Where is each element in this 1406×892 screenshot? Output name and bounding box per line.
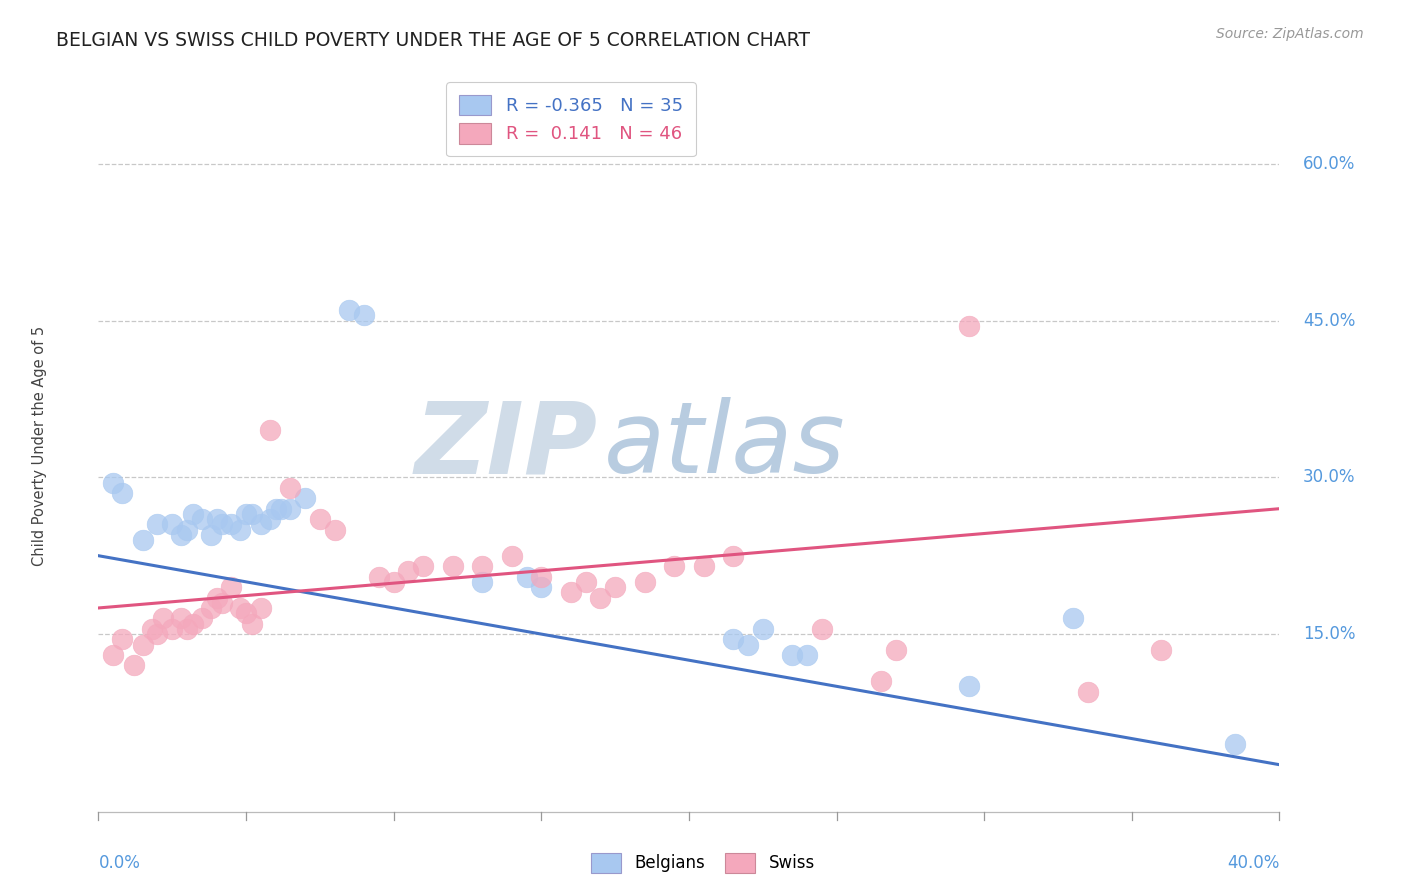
Point [353,309,375,323]
Point [959,679,981,693]
Point [146,627,169,641]
Point [782,648,804,662]
Point [471,559,494,574]
Point [205,591,228,605]
Point [441,559,464,574]
Point [229,601,252,615]
Text: BELGIAN VS SWISS CHILD POVERTY UNDER THE AGE OF 5 CORRELATION CHART: BELGIAN VS SWISS CHILD POVERTY UNDER THE… [56,31,810,50]
Point [959,318,981,333]
Point [1223,737,1246,751]
Point [664,559,686,574]
Point [235,507,257,521]
Point [294,491,316,506]
Point [132,638,155,652]
Point [270,501,292,516]
Text: ZIP: ZIP [415,398,598,494]
Point [103,648,125,662]
Point [181,616,204,631]
Point [103,475,125,490]
Point [605,580,627,594]
Point [152,611,174,625]
Point [240,507,263,521]
Point [1150,642,1173,657]
Point [146,517,169,532]
Text: 40.0%: 40.0% [1227,854,1279,871]
Text: Source: ZipAtlas.com: Source: ZipAtlas.com [1216,27,1364,41]
Point [396,565,419,579]
Point [323,523,346,537]
Point [240,616,263,631]
Point [200,601,222,615]
Point [1077,684,1099,698]
Legend: Belgians, Swiss: Belgians, Swiss [585,847,821,880]
Point [176,523,198,537]
Point [737,638,759,652]
Point [574,574,596,589]
Text: 15.0%: 15.0% [1303,625,1355,643]
Point [589,591,612,605]
Point [869,674,891,689]
Point [693,559,716,574]
Text: Child Poverty Under the Age of 5: Child Poverty Under the Age of 5 [32,326,46,566]
Point [181,507,204,521]
Point [337,303,360,318]
Point [633,574,655,589]
Point [205,512,228,526]
Point [721,549,744,563]
Text: atlas: atlas [605,398,846,494]
Point [1062,611,1084,625]
Point [259,512,281,526]
Point [235,606,257,620]
Point [211,517,233,532]
Point [219,517,242,532]
Point [211,596,233,610]
Point [264,501,287,516]
Point [162,517,183,532]
Text: 45.0%: 45.0% [1303,311,1355,330]
Point [309,512,332,526]
Point [141,622,163,636]
Point [111,632,134,647]
Point [250,601,273,615]
Point [250,517,273,532]
Point [176,622,198,636]
Point [170,611,193,625]
Point [170,528,193,542]
Point [530,580,553,594]
Point [382,574,405,589]
Point [162,622,183,636]
Point [368,569,391,583]
Point [259,423,281,437]
Point [884,642,907,657]
Text: 0.0%: 0.0% [98,854,141,871]
Point [219,580,242,594]
Text: 30.0%: 30.0% [1303,468,1355,486]
Point [278,501,302,516]
Point [412,559,434,574]
Point [229,523,252,537]
Text: 60.0%: 60.0% [1303,155,1355,173]
Point [191,512,214,526]
Point [515,569,537,583]
Point [191,611,214,625]
Point [132,533,155,547]
Point [278,481,302,495]
Point [122,658,145,673]
Point [810,622,832,636]
Point [501,549,523,563]
Point [560,585,582,599]
Point [721,632,744,647]
Point [530,569,553,583]
Point [200,528,222,542]
Point [751,622,773,636]
Legend: R = -0.365   N = 35, R =  0.141   N = 46: R = -0.365 N = 35, R = 0.141 N = 46 [446,82,696,156]
Point [111,486,134,500]
Point [471,574,494,589]
Point [796,648,818,662]
